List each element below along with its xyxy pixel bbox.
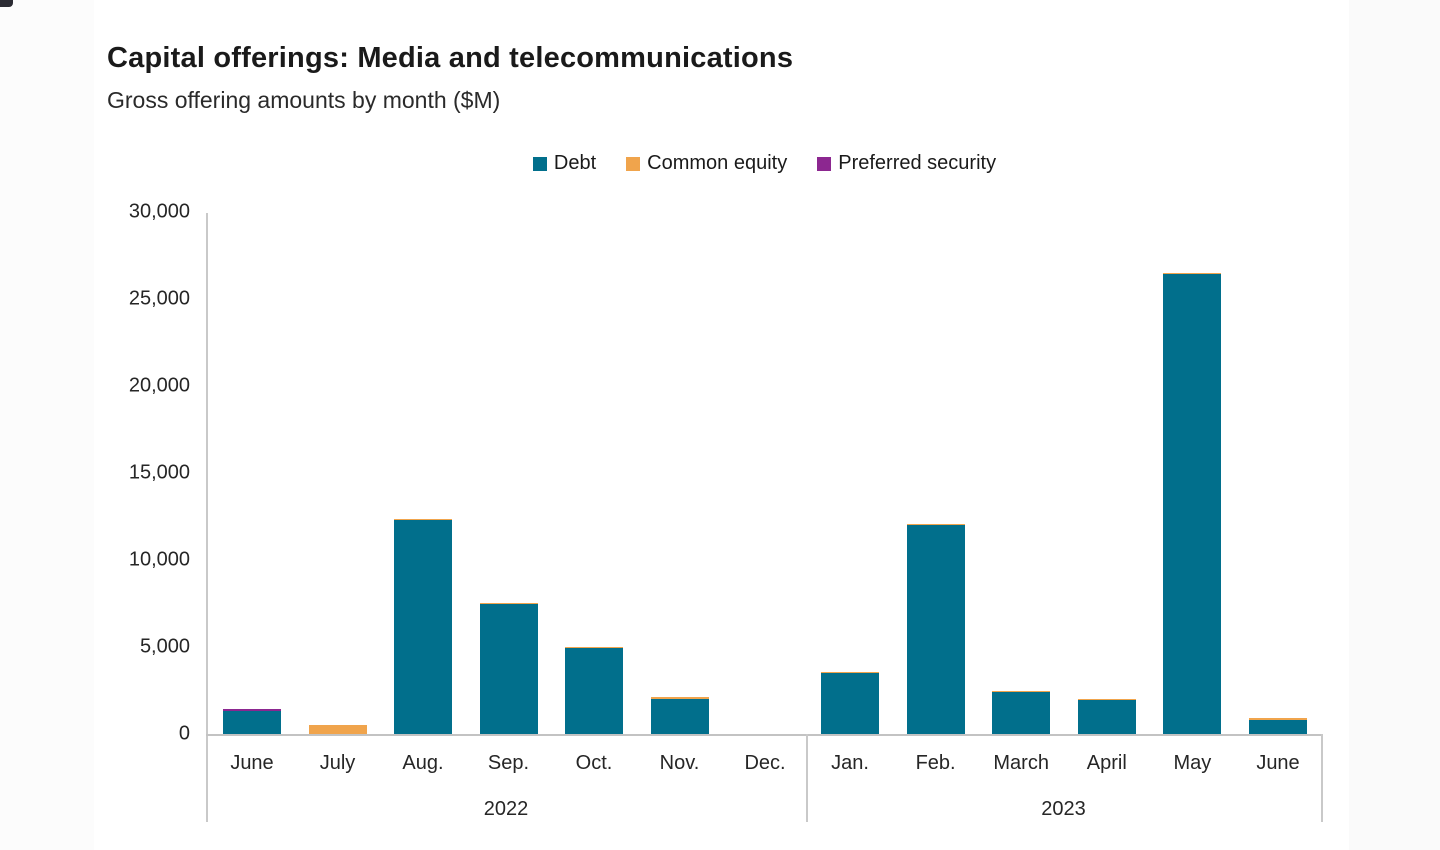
bar-segment-debt-may-2023 xyxy=(1163,274,1221,734)
y-tick-label: 20,000 xyxy=(128,374,190,397)
bar-segment-debt-jan-2023 xyxy=(821,673,879,734)
legend-item-debt: Debt xyxy=(532,152,597,175)
chart-title: Capital offerings: Media and telecommuni… xyxy=(107,42,794,74)
bar-segment-debt-oct-2022 xyxy=(565,648,623,734)
legend-item-preferred_security: Preferred security xyxy=(817,152,996,175)
bar-segment-common_equity-may-2023 xyxy=(1163,273,1221,274)
legend-item-common_equity: Common equity xyxy=(626,152,787,175)
month-label: Feb. xyxy=(915,752,956,774)
bar-segment-debt-april-2023 xyxy=(1078,700,1136,734)
bar-segment-debt-june-2022 xyxy=(223,711,281,734)
month-label: Jan. xyxy=(831,752,869,774)
bar-segment-debt-nov-2022 xyxy=(651,699,709,734)
month-label: Nov. xyxy=(659,752,700,774)
page-margin-left xyxy=(0,0,94,850)
legend-swatch-common_equity xyxy=(626,156,641,171)
month-label: May xyxy=(1173,752,1212,774)
month-label: Sep. xyxy=(487,752,530,774)
legend-label-preferred_security: Preferred security xyxy=(838,152,997,174)
month-label: Dec. xyxy=(744,752,786,774)
page-margin-right xyxy=(1349,0,1440,850)
y-tick-label: 5,000 xyxy=(139,635,190,658)
bar-segment-common_equity-oct-2022 xyxy=(565,647,623,648)
legend-swatch-preferred_security xyxy=(817,156,832,171)
y-tick-label: 0 xyxy=(178,722,190,745)
y-tick-label: 25,000 xyxy=(128,287,190,310)
bar-segment-common_equity-sep-2022 xyxy=(480,603,538,604)
chart-subtitle: Gross offering amounts by month ($M) xyxy=(107,87,501,113)
bar-segment-common_equity-feb-2023 xyxy=(907,524,965,525)
legend-label-debt: Debt xyxy=(553,152,597,174)
year-label-2023: 2023 xyxy=(1041,798,1086,820)
bar-segment-common_equity-april-2023 xyxy=(1078,699,1136,700)
bar-segment-debt-june-2023 xyxy=(1249,720,1307,734)
legend-label-common_equity: Common equity xyxy=(647,152,788,174)
x-axis-baseline xyxy=(206,734,1323,736)
month-label: March xyxy=(993,752,1049,774)
month-label: June xyxy=(1256,752,1300,774)
screenshot-corner-artifact xyxy=(0,0,13,7)
month-label: April xyxy=(1086,752,1127,774)
month-label: Aug. xyxy=(402,752,444,774)
bar-segment-common_equity-june-2023 xyxy=(1249,718,1307,720)
y-axis-line xyxy=(206,213,208,822)
y-tick-label: 10,000 xyxy=(128,548,190,571)
month-label: July xyxy=(319,752,356,774)
chart-legend: Debt Common equity Preferred security xyxy=(207,152,1322,175)
month-label: Oct. xyxy=(575,752,613,774)
y-tick-label: 15,000 xyxy=(128,461,190,484)
bar-segment-common_equity-july-2022 xyxy=(309,725,367,734)
bar-segment-common_equity-march-2023 xyxy=(992,691,1050,692)
y-tick-label: 30,000 xyxy=(128,200,190,223)
bar-segment-debt-feb-2023 xyxy=(907,525,965,734)
bar-segment-common_equity-aug-2022 xyxy=(394,519,452,520)
bar-segment-preferred_security-june-2022 xyxy=(223,709,281,711)
month-label: June xyxy=(230,752,274,774)
plot-right-border xyxy=(1321,734,1323,822)
bar-segment-common_equity-nov-2022 xyxy=(651,697,709,699)
bar-segment-debt-aug-2022 xyxy=(394,520,452,734)
bar-segment-debt-sep-2022 xyxy=(480,604,538,734)
legend-swatch-debt xyxy=(532,156,547,171)
bar-segment-common_equity-jan-2023 xyxy=(821,672,879,673)
year-label-2022: 2022 xyxy=(483,798,529,820)
bar-segment-debt-march-2023 xyxy=(992,692,1050,734)
year-divider-line xyxy=(806,734,808,822)
